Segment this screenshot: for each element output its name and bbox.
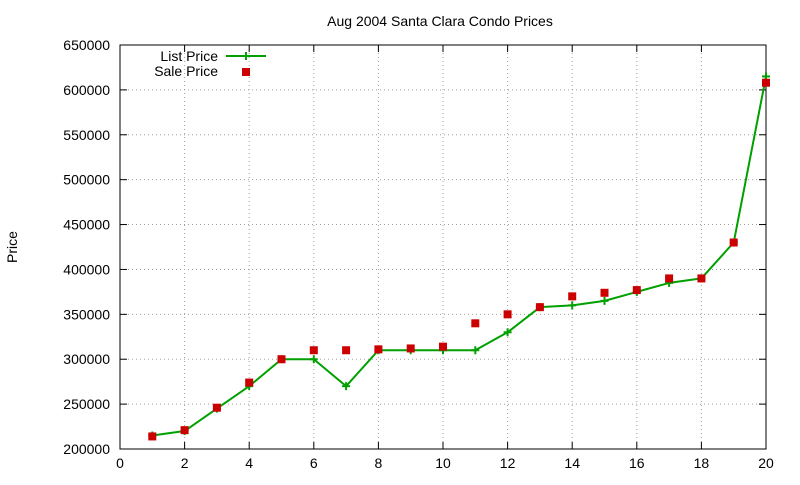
data-point-list-price [600,296,609,305]
data-point-sale-price [535,303,544,312]
y-tick-label: 400000 [63,261,110,277]
x-tick-label: 20 [758,455,774,471]
legend-marker-list-price [242,52,250,60]
x-tick-label: 10 [435,455,451,471]
x-tick-label: 0 [116,455,124,471]
y-tick-label: 600000 [63,82,110,98]
grid [120,45,766,449]
data-point-sale-price [374,345,383,354]
data-point-list-price [342,382,351,391]
data-point-sale-price [568,292,577,301]
y-tick-label: 200000 [63,441,110,457]
data-point-sale-price [632,286,641,295]
x-tick-label: 18 [694,455,710,471]
y-tick-label: 450000 [63,217,110,233]
y-tick-label: 250000 [63,396,110,412]
data-point-sale-price [309,346,318,355]
series-sale-price [148,78,770,441]
data-point-sale-price [148,432,157,441]
series-line-list-price [152,76,767,437]
x-tick-label: 2 [181,455,189,471]
legend: List Price Sale Price [154,48,266,79]
data-point-sale-price [697,274,706,283]
data-point-sale-price [471,319,480,328]
data-point-sale-price [342,346,351,355]
y-tick-label: 550000 [63,127,110,143]
data-point-sale-price [762,78,770,87]
x-tick-label: 8 [375,455,383,471]
tick-labels: 0 2 4 6 8 10 12 14 16 18 20 200000 250000 300000 35000… [63,37,774,471]
x-tick-label: 4 [245,455,253,471]
data-point-sale-price [245,378,254,387]
legend-label-list-price: List Price [160,48,218,64]
y-tick-label: 500000 [63,172,110,188]
data-point-list-price [471,346,480,355]
data-point-sale-price [439,342,447,351]
y-axis-title: Price [4,231,20,263]
data-point-list-price [503,328,512,337]
data-point-sale-price [665,274,674,283]
data-point-list-price [309,355,318,364]
data-point-sale-price [406,344,415,353]
x-tick-label: 16 [629,455,645,471]
y-tick-label: 350000 [63,306,110,322]
legend-marker-sale-price [242,68,250,76]
x-tick-label: 14 [564,455,580,471]
y-tick-label: 650000 [63,37,110,53]
data-point-sale-price [600,288,609,297]
data-point-sale-price [729,238,738,247]
series [148,72,770,441]
axis-ticks [119,44,767,450]
data-point-list-price [568,301,577,310]
x-tick-label: 6 [310,455,318,471]
legend-label-sale-price: Sale Price [154,63,218,79]
data-point-sale-price [503,310,512,319]
x-tick-label: 12 [500,455,516,471]
data-point-sale-price [180,426,189,435]
chart-title: Aug 2004 Santa Clara Condo Prices [327,13,553,29]
series-list-price [148,72,770,440]
data-point-sale-price [277,355,286,364]
y-tick-label: 300000 [63,351,110,367]
data-point-sale-price [212,403,221,412]
